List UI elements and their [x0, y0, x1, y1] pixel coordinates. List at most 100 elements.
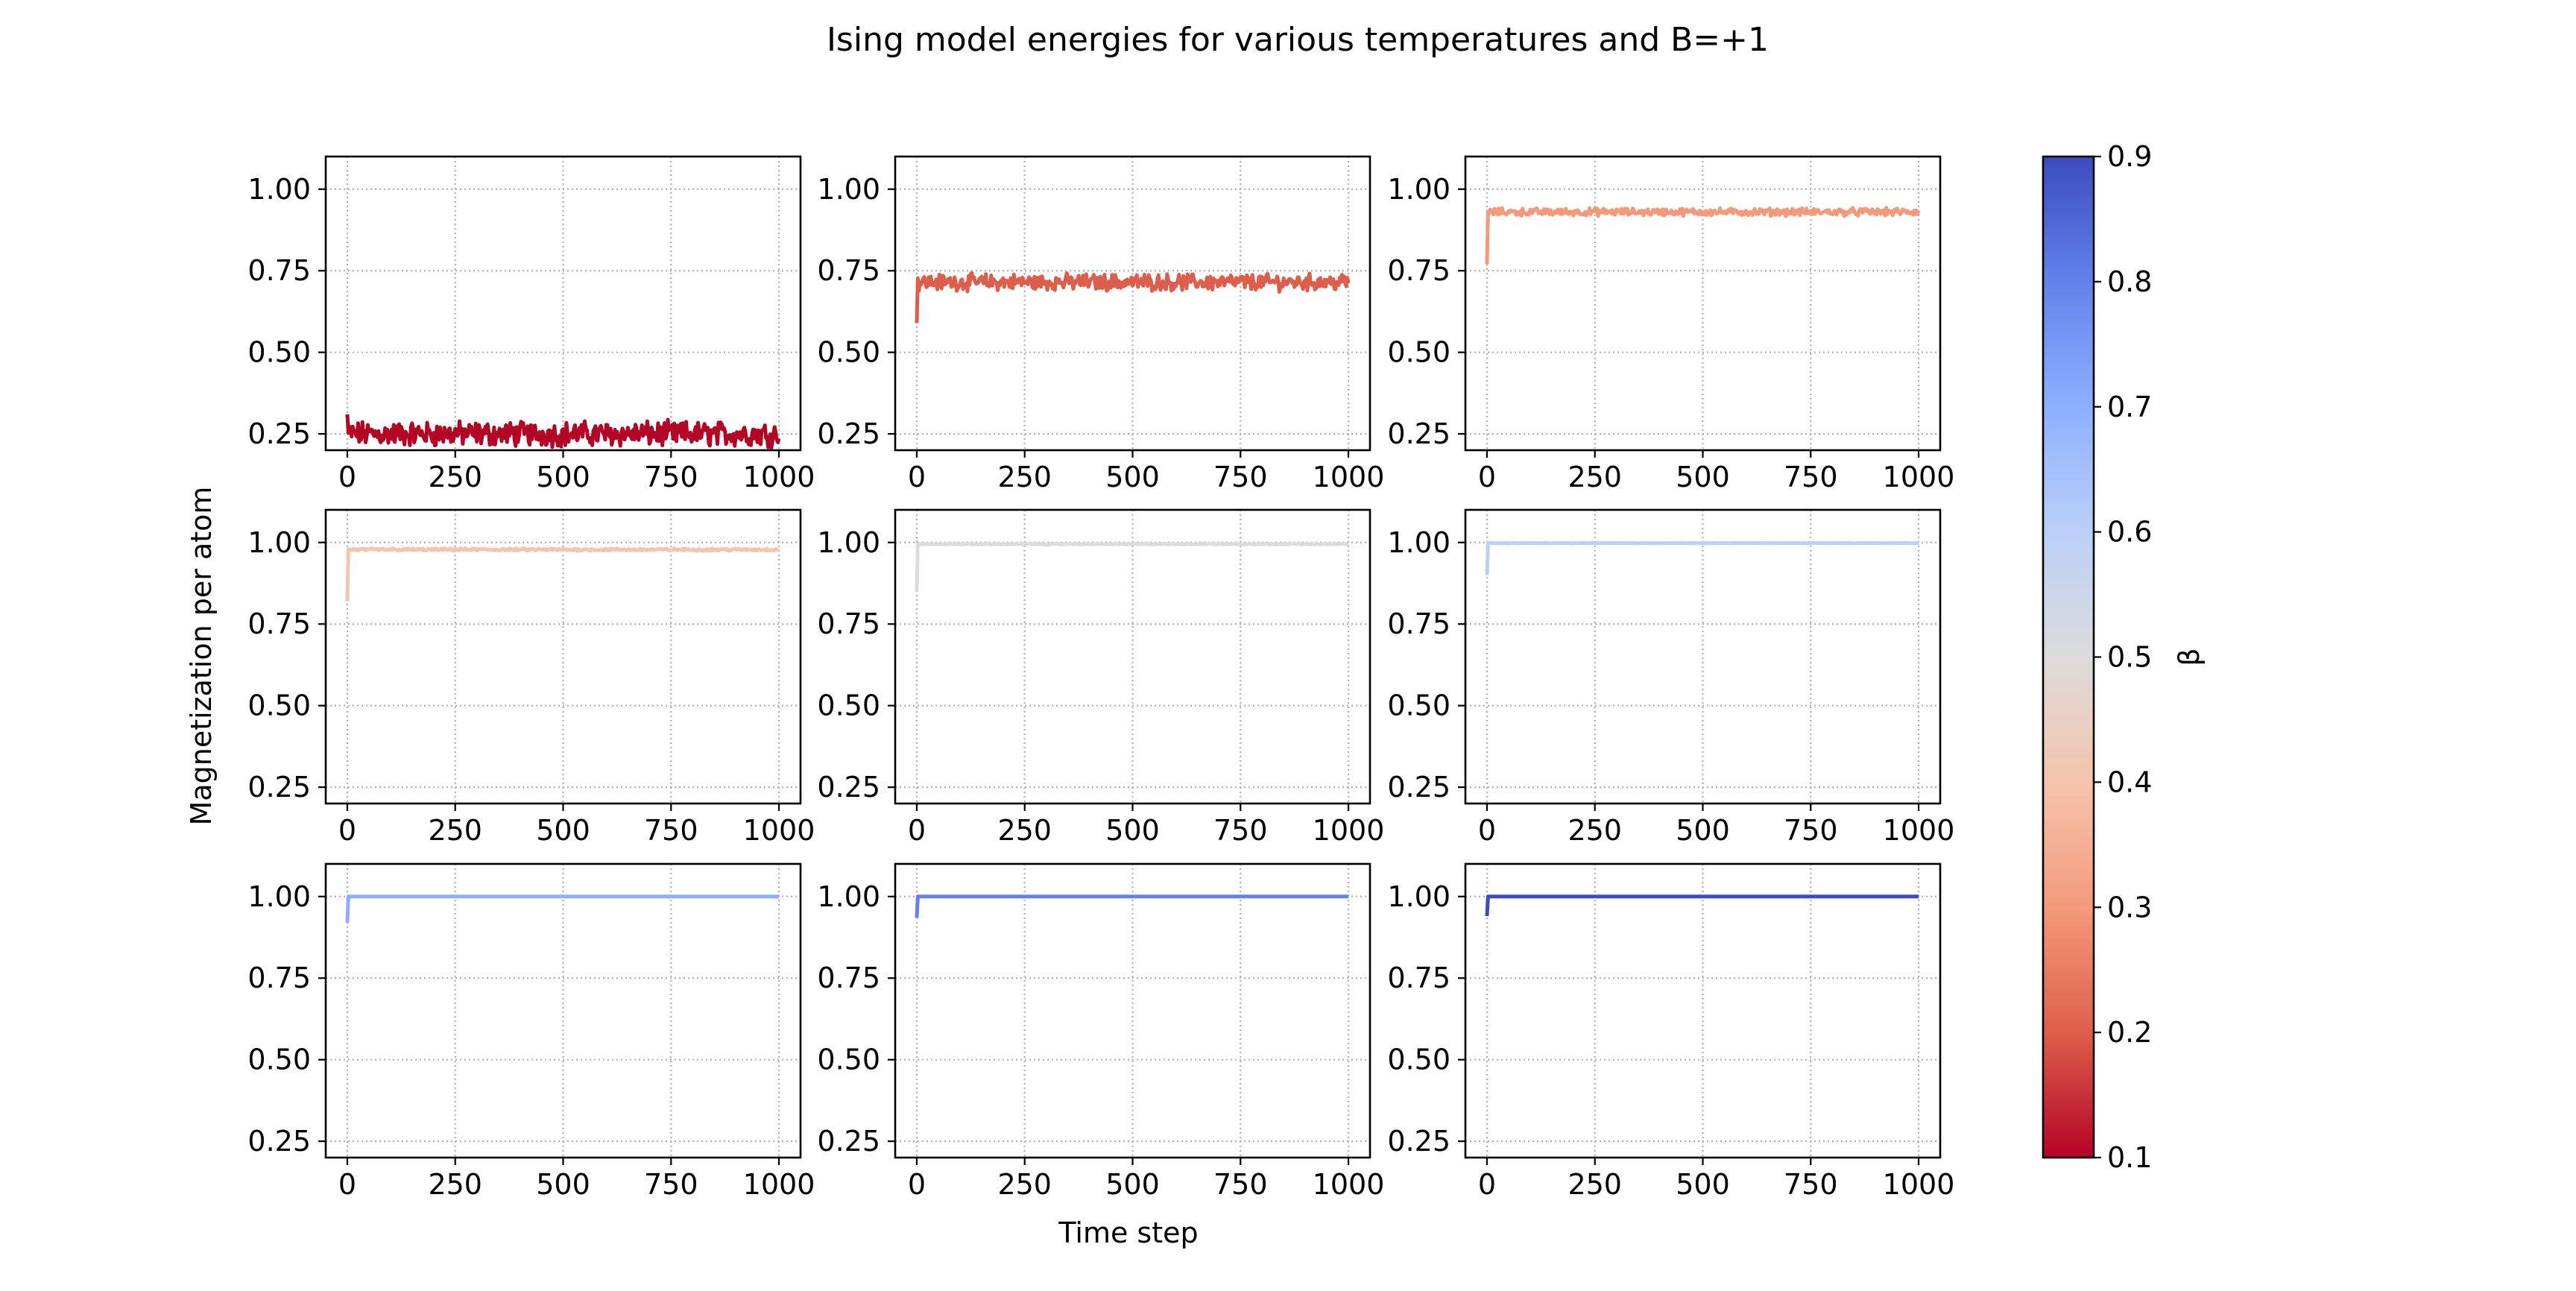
x-tick-label: 750: [644, 461, 698, 493]
y-tick-label: 0.25: [1387, 1125, 1450, 1158]
panel-frame: [894, 508, 1371, 805]
y-tick-label: 1.00: [247, 526, 311, 559]
y-tick-label: 0.50: [1387, 689, 1450, 722]
y-tick-label: 0.25: [247, 417, 311, 450]
x-tick-label: 250: [1568, 814, 1622, 847]
y-tick-label: 0.50: [247, 336, 311, 369]
x-tick-label: 750: [644, 814, 698, 847]
x-tick-label: 0: [908, 1168, 926, 1201]
panel-9: 0 250 500 750 1000 0.25 0.50 0.75 1.00: [1387, 862, 1954, 1201]
x-tick-label: 1000: [1313, 1168, 1385, 1201]
colorbar-tick-label: 0.6: [2107, 516, 2152, 549]
y-tick-label: 0.25: [1387, 417, 1450, 450]
colorbar-tick-label: 0.4: [2107, 766, 2152, 798]
panel-frame: [324, 862, 802, 1159]
panel-1: 0 250 500 750 1000 0.25 0.50 0.75 1.00: [247, 155, 815, 493]
y-tick-label: 0.25: [247, 771, 311, 804]
colorbar: 0.1 0.2 0.3 0.4 0.5 0.6 0.7 0.8 0.9 β: [2042, 140, 2206, 1174]
y-tick-label: 1.00: [817, 880, 880, 913]
colorbar-tick-label: 0.5: [2107, 641, 2152, 674]
y-tick-label: 0.50: [1387, 336, 1450, 369]
y-tick-label: 0.50: [247, 1044, 311, 1076]
y-tick-label: 0.75: [1387, 254, 1450, 287]
x-tick-label: 750: [1213, 814, 1268, 847]
colorbar-tick-label: 0.8: [2107, 265, 2152, 298]
x-tick-label: 500: [536, 1168, 590, 1201]
y-tick-label: 1.00: [247, 173, 311, 206]
colorbar-tick-label: 0.2: [2107, 1016, 2152, 1049]
x-tick-label: 750: [1784, 814, 1838, 847]
y-tick-label: 0.75: [247, 607, 311, 640]
x-tick-label: 0: [1478, 461, 1496, 493]
y-tick-label: 0.75: [1387, 607, 1450, 640]
panel-frame: [324, 508, 802, 805]
x-tick-label: 500: [536, 814, 590, 847]
y-tick-label: 0.50: [817, 336, 880, 369]
x-tick-label: 0: [1478, 1168, 1496, 1201]
y-tick-label: 0.25: [247, 1125, 311, 1158]
x-tick-label: 250: [428, 1168, 482, 1201]
x-tick-label: 250: [1568, 1168, 1622, 1201]
x-tick-label: 0: [1478, 814, 1496, 847]
x-tick-label: 250: [997, 814, 1052, 847]
series-line-beta-0.7: [345, 894, 780, 923]
panel-3: 0 250 500 750 1000 0.25 0.50 0.75 1.00: [1387, 155, 1955, 493]
x-tick-label: 500: [1105, 814, 1160, 847]
x-tick-label: 250: [997, 461, 1052, 493]
series-line-beta-0.2: [915, 271, 1351, 323]
x-tick-label: 750: [1213, 461, 1268, 493]
x-tick-label: 1000: [743, 461, 815, 493]
series-line-beta-0.1: [345, 414, 781, 450]
x-tick-label: 0: [338, 814, 356, 847]
x-tick-label: 1000: [1883, 814, 1955, 847]
colorbar-tick-label: 0.1: [2107, 1141, 2152, 1174]
y-tick-label: 0.75: [817, 607, 880, 640]
y-tick-label: 0.25: [1387, 771, 1450, 804]
series-line-beta-0.6: [1485, 540, 1920, 575]
x-tick-label: 250: [428, 814, 482, 847]
x-tick-label: 0: [908, 461, 926, 493]
x-tick-label: 500: [1105, 461, 1160, 493]
y-axis-label: Magnetization per atom: [185, 487, 218, 826]
y-tick-label: 0.75: [247, 962, 311, 994]
panel-4: 0 250 500 750 1000 0.25 0.50 0.75 1.00: [247, 508, 815, 847]
panel-2: 0 250 500 750 1000 0.25 0.50 0.75 1.00: [817, 155, 1385, 493]
panel-7: 0 250 500 750 1000 0.25 0.50 0.75 1.00: [247, 862, 815, 1201]
y-tick-label: 0.50: [817, 689, 880, 722]
series-line-beta-0.4: [345, 546, 780, 602]
series-line-beta-0.3: [1485, 206, 1921, 265]
x-tick-label: 1000: [1883, 461, 1955, 493]
x-tick-label: 500: [1676, 1168, 1730, 1201]
x-tick-label: 250: [428, 461, 482, 493]
colorbar-label: β: [2173, 648, 2206, 666]
colorbar-gradient: [2043, 157, 2094, 1158]
y-tick-label: 1.00: [817, 173, 880, 206]
y-tick-label: 0.25: [817, 771, 880, 804]
y-tick-label: 1.00: [247, 880, 311, 913]
x-tick-label: 500: [1676, 814, 1730, 847]
panel-frame: [1464, 508, 1942, 805]
y-tick-label: 0.50: [1387, 1044, 1450, 1076]
x-tick-label: 750: [644, 1168, 698, 1201]
x-tick-label: 1000: [1313, 461, 1385, 493]
y-tick-label: 1.00: [1387, 880, 1450, 913]
panel-frame: [894, 862, 1371, 1159]
panel-8: 0 250 500 750 1000 0.25 0.50 0.75 1.00: [817, 862, 1385, 1201]
colorbar-tick-label: 0.9: [2107, 140, 2152, 173]
x-tick-label: 1000: [743, 1168, 815, 1201]
y-tick-label: 1.00: [817, 526, 880, 559]
x-tick-label: 750: [1784, 1168, 1838, 1201]
x-axis-label: Time step: [1058, 1216, 1198, 1249]
chart-title: Ising model energies for various tempera…: [827, 21, 1769, 59]
series-line-beta-0.8: [915, 894, 1350, 918]
panel-6: 0 250 500 750 1000 0.25 0.50 0.75 1.00: [1387, 508, 1955, 847]
x-tick-label: 0: [338, 1168, 356, 1201]
y-tick-label: 0.25: [817, 1125, 880, 1158]
x-tick-label: 0: [338, 461, 356, 493]
colorbar-tick-label: 0.7: [2107, 391, 2152, 423]
x-tick-label: 250: [997, 1168, 1052, 1201]
panel-frame: [324, 155, 802, 452]
